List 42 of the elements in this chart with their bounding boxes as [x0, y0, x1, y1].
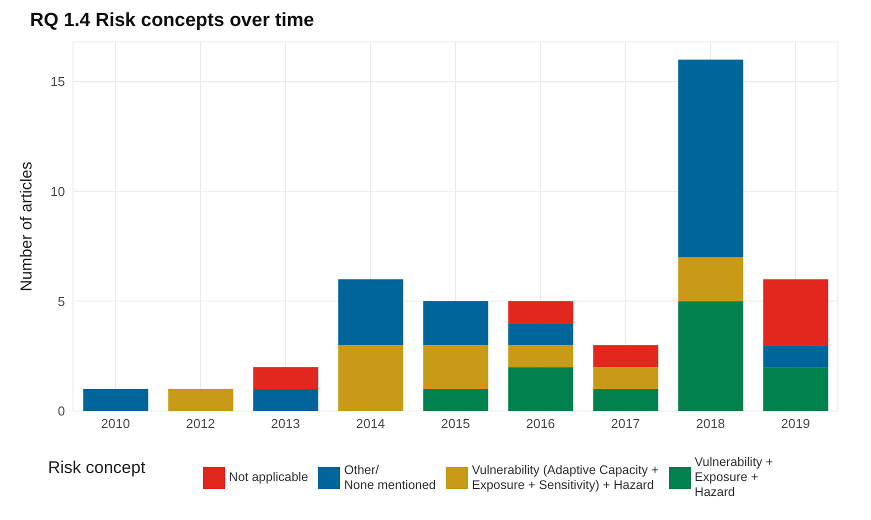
y-tick-label: 15	[50, 74, 65, 90]
legend-title: Risk concept	[48, 458, 146, 478]
x-tick-label: 2013	[271, 416, 300, 432]
bar	[763, 367, 828, 411]
bar	[678, 60, 744, 258]
bar	[253, 389, 318, 411]
x-tick-label: 2015	[441, 416, 470, 432]
legend-label: Other/ None mentioned	[344, 462, 436, 492]
bar	[763, 345, 828, 368]
bar	[168, 389, 234, 411]
bar	[423, 345, 488, 390]
legend-label: Vulnerability + Exposure + Hazard	[694, 455, 774, 500]
chart-title: RQ 1.4 Risk concepts over time	[30, 10, 316, 32]
bar	[508, 367, 574, 411]
bar	[593, 345, 658, 368]
y-tick-label: 10	[50, 184, 65, 199]
x-tick-label: 2019	[781, 416, 810, 432]
x-tick-label: 2014	[356, 416, 385, 432]
bar	[338, 345, 404, 411]
bar	[338, 279, 404, 346]
y-axis-title: Number of articles	[18, 162, 36, 292]
y-tick-label: 0	[58, 404, 65, 419]
bar	[763, 279, 828, 346]
bar	[678, 257, 744, 302]
bar	[593, 389, 658, 411]
bar	[508, 301, 574, 324]
bar	[678, 301, 744, 411]
bar	[253, 367, 318, 390]
x-tick-label: 2012	[186, 416, 215, 432]
legend-label: Not applicable	[228, 470, 308, 485]
bar	[508, 323, 574, 346]
x-tick-label: 2016	[526, 416, 555, 432]
y-tick-label: 5	[58, 294, 65, 309]
x-tick-label: 2010	[101, 416, 130, 432]
bar	[508, 345, 574, 368]
x-tick-label: 2018	[696, 416, 725, 432]
x-tick-label: 2017	[611, 416, 640, 432]
legend-label: Vulnerability (Adaptive Capacity + Exposure + Sensitivity) + Hazard	[472, 462, 659, 492]
bar	[83, 389, 148, 411]
bar	[593, 367, 658, 390]
bar	[423, 301, 488, 346]
bar	[423, 389, 488, 411]
